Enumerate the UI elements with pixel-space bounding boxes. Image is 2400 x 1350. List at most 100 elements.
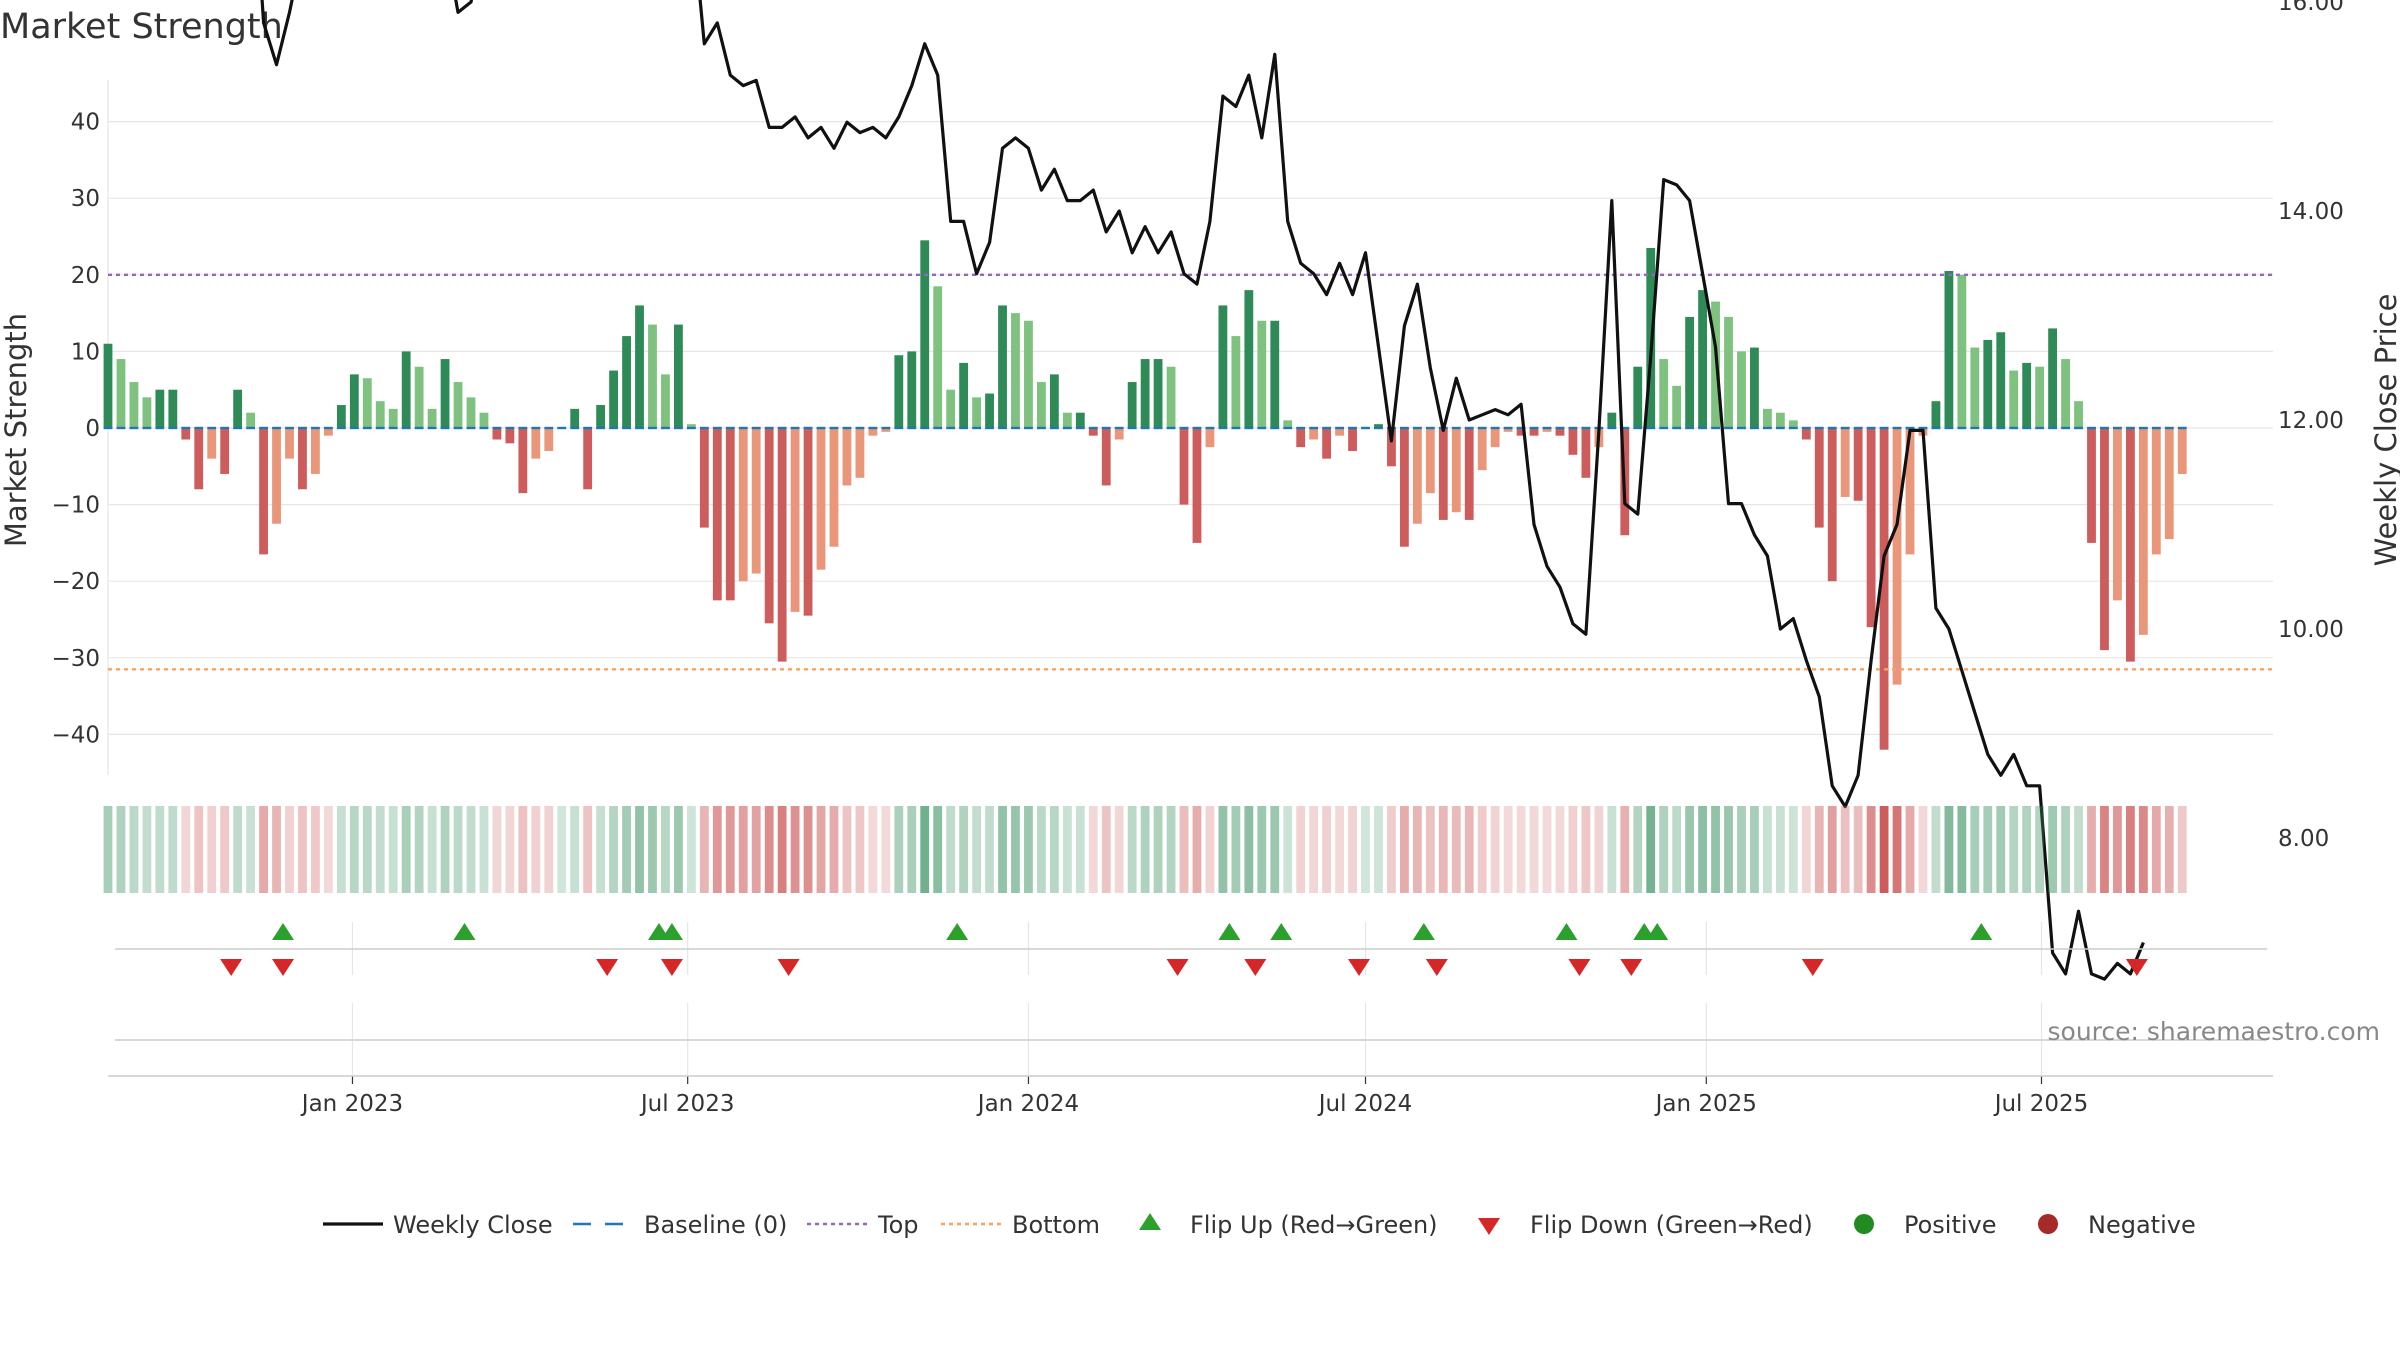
y-left-tick-label: −40 <box>51 722 100 748</box>
heat-cell <box>1698 806 1707 893</box>
heat-cell <box>1011 806 1020 893</box>
heat-cell <box>1166 806 1176 893</box>
strength-bar <box>2125 428 2135 662</box>
legend-swatch-positive <box>1854 1214 1874 1234</box>
strength-bar <box>440 359 450 428</box>
y-left-tick-label: 20 <box>71 263 100 289</box>
strength-bar <box>1322 428 1332 459</box>
legend-label-flip-down: Flip Down (Green→Red) <box>1530 1211 1813 1239</box>
x-tick-label: Jul 2024 <box>1317 1091 1413 1117</box>
heat-cell <box>2061 806 2070 893</box>
strength-bar <box>1399 428 1409 547</box>
strength-bar <box>2164 428 2174 540</box>
heat-cell <box>1788 806 1798 893</box>
heat-cell <box>285 806 294 893</box>
heat-cell <box>2022 806 2032 893</box>
weekly-close-line <box>260 0 2145 981</box>
strength-bar <box>466 397 476 428</box>
strength-bar <box>907 351 917 428</box>
strength-bar <box>1750 347 1759 428</box>
strength-bar <box>648 324 657 428</box>
heat-cell <box>881 806 891 893</box>
strength-bar <box>933 286 943 428</box>
heat-cell <box>1335 806 1344 893</box>
flip-up-marker <box>1646 923 1669 940</box>
legend-label-close: Weekly Close <box>393 1211 553 1239</box>
heat-cell <box>998 806 1007 893</box>
flip-down-marker <box>1348 959 1371 976</box>
strength-bar <box>1049 374 1059 428</box>
legend-swatch-negative <box>2038 1214 2058 1234</box>
heat-cell <box>505 806 515 893</box>
heat-cell <box>1244 806 1254 893</box>
strength-bar <box>1024 320 1033 428</box>
strength-bar <box>1451 428 1461 513</box>
strength-bar <box>1607 412 1617 428</box>
heat-cell <box>972 806 982 893</box>
source-label: source: sharemaestro.com <box>2048 1017 2381 1046</box>
strength-bar <box>1490 428 1500 448</box>
heat-cell <box>751 806 761 893</box>
heat-cell <box>2164 806 2174 893</box>
strength-bar <box>427 408 437 428</box>
strength-bar <box>2100 428 2109 651</box>
strength-bar <box>1231 336 1241 428</box>
y-right-tick-label: 14.00 <box>2278 199 2344 225</box>
strength-bar <box>1011 313 1020 428</box>
heat-cell <box>272 806 281 893</box>
flip-up-marker <box>946 923 969 940</box>
strength-bar <box>1853 428 1863 501</box>
strength-bar <box>1037 382 1046 428</box>
heat-cell <box>2113 806 2122 893</box>
heat-cell <box>1374 806 1383 893</box>
strength-bar <box>311 428 320 474</box>
strength-bar <box>1477 428 1487 471</box>
flip-down-marker <box>1425 959 1448 976</box>
heat-cell <box>181 806 191 893</box>
strength-bar <box>1335 428 1344 436</box>
heat-cell <box>777 806 787 893</box>
strength-bar <box>1309 428 1319 440</box>
strength-bar <box>362 378 372 428</box>
heat-cell <box>1957 806 1967 893</box>
strength-bar <box>1762 408 1772 428</box>
heat-cell <box>2087 806 2096 893</box>
heat-cell <box>1750 806 1759 893</box>
strength-bar <box>2074 401 2083 428</box>
strength-bar <box>1348 428 1357 451</box>
heat-cell <box>1296 806 1306 893</box>
strength-bar <box>1283 420 1293 428</box>
strength-bar <box>1244 290 1254 428</box>
strength-bar <box>401 351 411 428</box>
heat-cell <box>1970 806 1980 893</box>
strength-bar <box>233 389 243 428</box>
strength-bar <box>1101 428 1111 486</box>
strength-bar <box>738 428 748 582</box>
strength-bar <box>1542 428 1552 432</box>
strength-bar <box>1672 385 1682 428</box>
heat-cell <box>959 806 969 893</box>
heat-cell <box>1153 806 1163 893</box>
heat-cell <box>1866 806 1876 893</box>
heat-cell <box>1270 806 1280 893</box>
heat-cell <box>1529 806 1539 893</box>
flip-down-marker <box>220 959 243 976</box>
strength-bar <box>842 428 852 486</box>
heat-cell <box>661 806 670 893</box>
strength-bar <box>1127 382 1137 428</box>
heat-cell <box>1672 806 1682 893</box>
strength-bar <box>998 305 1007 428</box>
heat-cell <box>116 806 126 893</box>
flip-down-marker <box>1244 959 1267 976</box>
y-right-tick-label: 16.00 <box>2278 0 2344 16</box>
strength-bar <box>881 428 891 432</box>
heat-cell <box>1659 806 1669 893</box>
heat-cell <box>1996 806 2006 893</box>
heat-cell <box>2074 806 2083 893</box>
heat-cell <box>233 806 243 893</box>
y-axis-left-label: Market Strength <box>0 313 33 547</box>
heat-cell <box>1490 806 1500 893</box>
strength-bar <box>816 428 826 570</box>
heat-cell <box>298 806 307 893</box>
y-right-tick-label: 8.00 <box>2278 826 2329 852</box>
